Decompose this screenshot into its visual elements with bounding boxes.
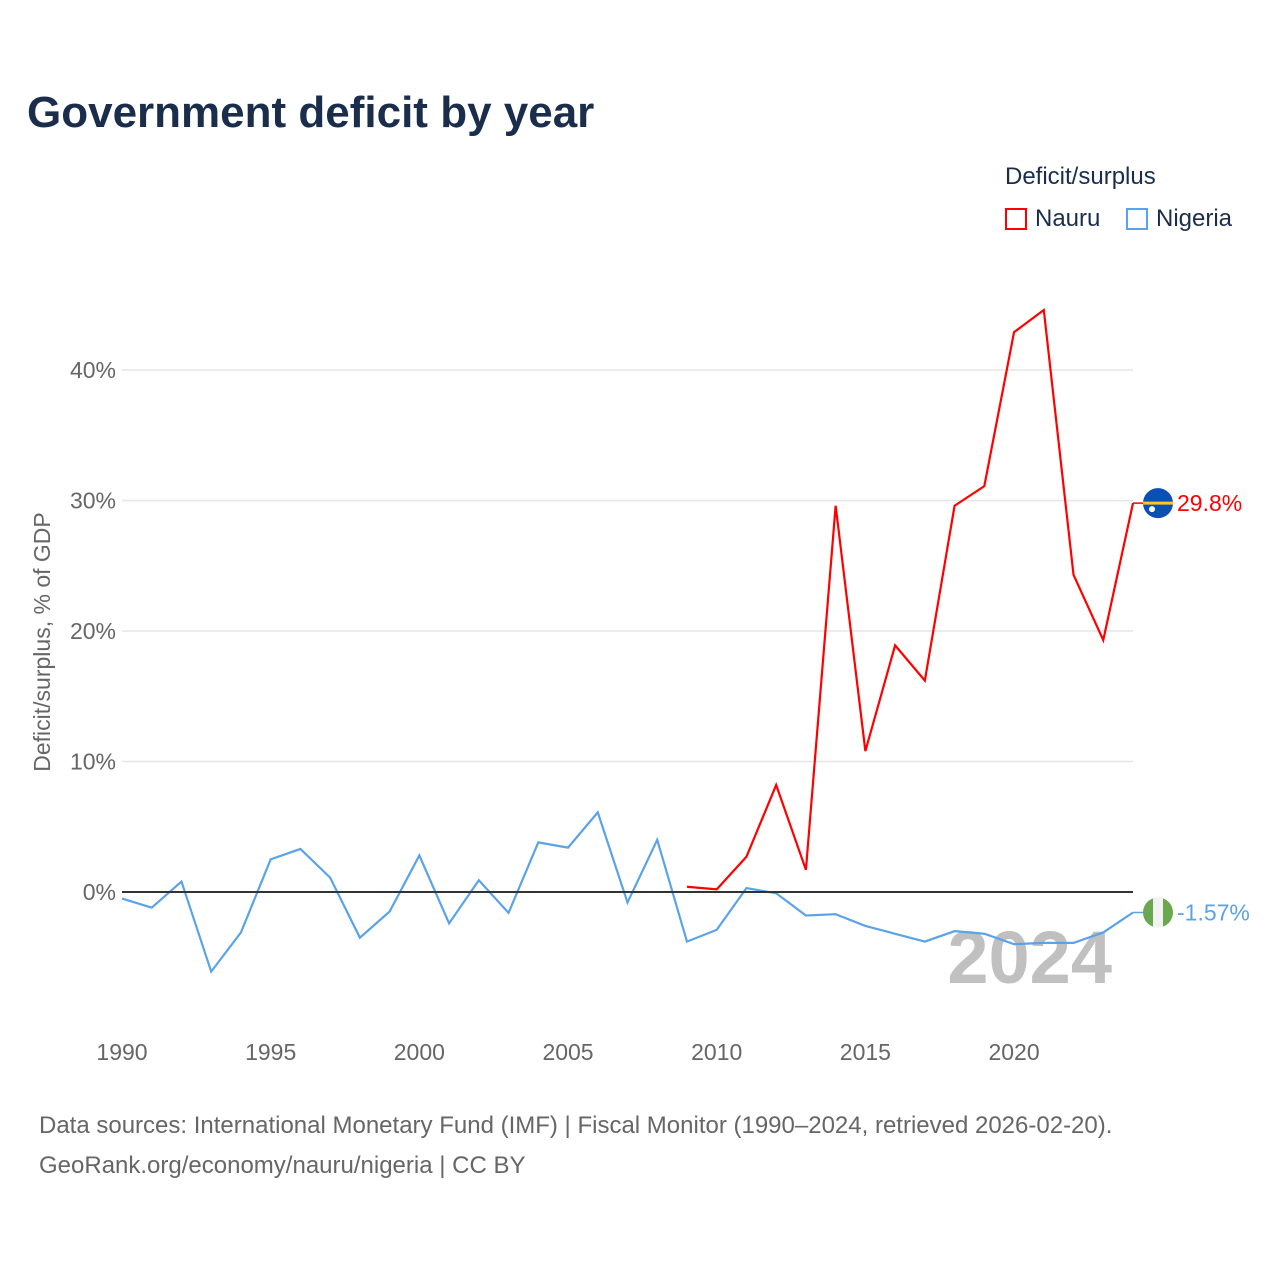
legend-label-nauru: Nauru xyxy=(1035,205,1101,232)
chart-title: Government deficit by year xyxy=(27,88,595,137)
x-tick-label: 1990 xyxy=(96,1039,147,1065)
legend-item-nigeria[interactable]: Nigeria xyxy=(1126,205,1232,233)
y-tick-label: 0% xyxy=(83,879,116,905)
end-value-label: 29.8% xyxy=(1177,490,1242,516)
year-watermark: 2024 xyxy=(947,916,1112,999)
series-line-nigeria xyxy=(121,810,1134,974)
nauru-flag-star xyxy=(1149,506,1155,513)
x-tick-label: 2020 xyxy=(988,1039,1039,1065)
y-tick-label: 30% xyxy=(70,488,116,514)
nigeria-flag-stripe xyxy=(1153,897,1163,928)
legend-item-nauru[interactable]: Nauru xyxy=(1005,205,1100,233)
legend-label-nigeria: Nigeria xyxy=(1156,205,1233,232)
x-tick-label: 2005 xyxy=(542,1039,593,1065)
end-value-label: -1.57% xyxy=(1177,899,1250,925)
legend-swatch-nauru xyxy=(1005,208,1027,230)
y-tick-label: 10% xyxy=(70,749,116,775)
legend-title: Deficit/surplus xyxy=(1005,163,1156,190)
x-tick-label: 2000 xyxy=(394,1039,445,1065)
legend-swatch-nigeria xyxy=(1126,208,1148,230)
y-tick-label: 40% xyxy=(70,357,116,383)
data-sources: Data sources: International Monetary Fun… xyxy=(39,1112,1113,1139)
series-line-nauru xyxy=(686,307,1135,891)
source-link[interactable]: GeoRank.org/economy/nauru/nigeria | CC B… xyxy=(39,1152,526,1179)
y-tick-label: 20% xyxy=(70,618,116,644)
x-tick-label: 2015 xyxy=(840,1039,891,1065)
x-tick-label: 2010 xyxy=(691,1039,742,1065)
y-axis-label: Deficit/surplus, % of GDP xyxy=(29,512,55,771)
nauru-flag-stripe xyxy=(1143,501,1173,505)
x-tick-label: 1995 xyxy=(245,1039,296,1065)
footer: Data sources: International Monetary Fun… xyxy=(39,1106,1112,1186)
